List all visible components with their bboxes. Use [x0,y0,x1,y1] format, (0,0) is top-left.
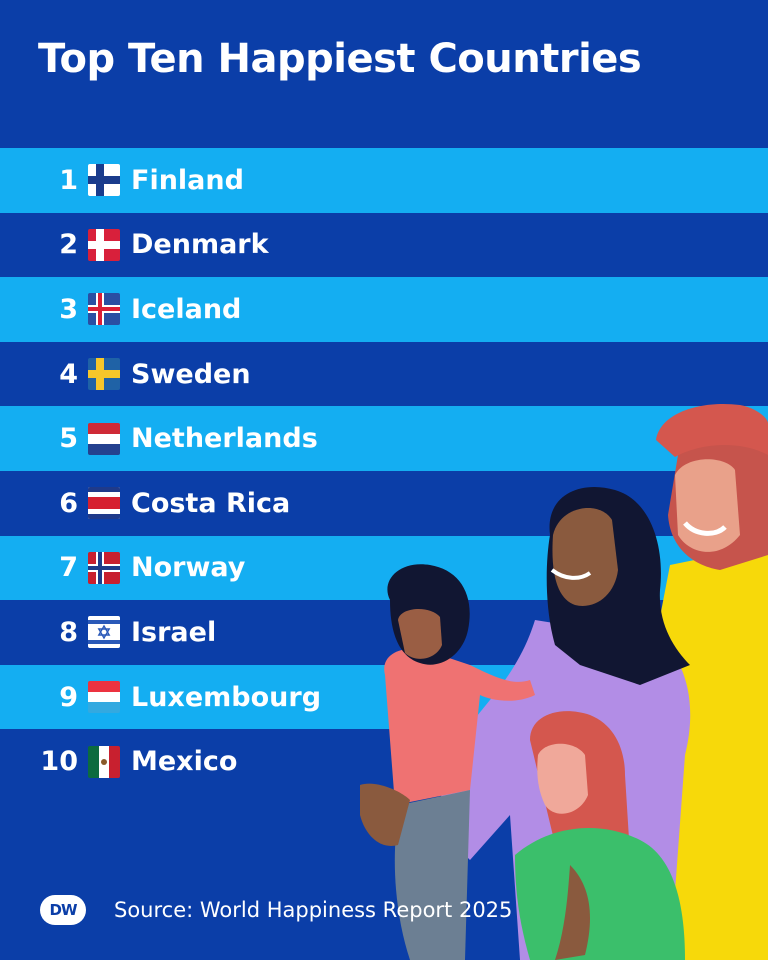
country-name: Mexico [131,746,238,778]
footer: DW Source: World Happiness Report 2025 [40,890,512,930]
denmark-flag-icon [88,228,120,261]
dw-logo: DW [40,895,86,925]
rank-row: 3 Iceland [0,277,768,342]
finland-flag-icon [88,164,120,197]
rank-row: 5 Netherlands [0,406,768,471]
country-name: Finland [131,164,244,196]
rank-number: 8 [59,616,78,648]
country-name: Sweden [131,358,251,390]
luxembourg-flag-icon [88,681,120,714]
israel-flag-icon [88,616,120,649]
country-name: Norway [131,552,246,584]
girl-figure [515,711,685,960]
family-illustration [360,403,768,960]
country-name: Israel [131,616,217,648]
child-figure [360,564,535,960]
country-name: Costa Rica [131,487,291,519]
rank-number: 1 [59,164,78,196]
sweden-flag-icon [88,358,120,391]
netherlands-flag-icon [88,422,120,455]
country-name: Denmark [131,229,269,261]
rank-number: 6 [59,487,78,519]
rank-number: 5 [59,423,78,455]
rank-row: 4 Sweden [0,341,768,407]
norway-flag-icon [88,551,120,584]
rank-number: 10 [40,746,78,778]
source-text: Source: World Happiness Report 2025 [114,898,513,922]
country-name: Netherlands [131,423,318,455]
rank-number: 4 [59,358,78,390]
rank-number: 2 [59,229,78,261]
country-name: Luxembourg [131,681,322,713]
rank-number: 3 [59,293,78,325]
rank-row: 2 Denmark [0,212,768,278]
rank-number: 7 [59,552,78,584]
costa-rica-flag-icon [88,487,120,520]
rank-row: 1 Finland [0,148,768,213]
iceland-flag-icon [88,293,120,326]
chart-title: Top Ten Happiest Countries [38,36,642,82]
mexico-flag-icon [88,745,120,778]
country-name: Iceland [131,293,242,325]
rank-number: 9 [59,681,78,713]
